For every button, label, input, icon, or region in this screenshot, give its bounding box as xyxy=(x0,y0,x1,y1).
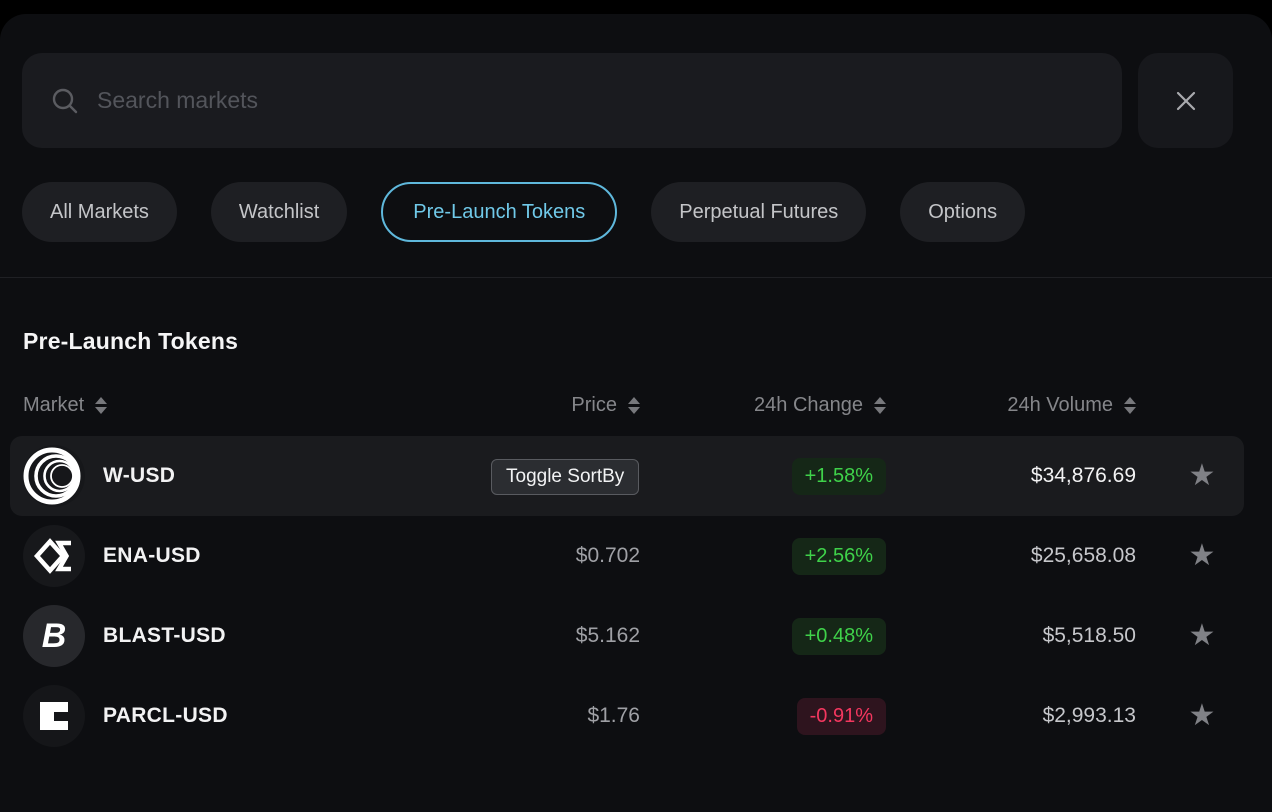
change-cell: +1.58% xyxy=(650,457,900,495)
page-title: Pre-Launch Tokens xyxy=(23,328,239,354)
price-cell: $5.162 xyxy=(575,624,640,647)
favorite-star-icon[interactable]: ★ xyxy=(1188,459,1216,492)
market-ticker: PARCL-USD xyxy=(103,704,228,727)
tab-pre-launch-tokens[interactable]: Pre-Launch Tokens xyxy=(381,182,618,242)
sort-arrows-icon xyxy=(95,396,108,414)
favorite-cell: ★ xyxy=(1160,541,1244,571)
change-cell: +0.48% xyxy=(650,617,900,655)
change-badge: +2.56% xyxy=(791,537,886,575)
search-bar[interactable] xyxy=(22,53,1122,148)
market-ticker: W-USD xyxy=(103,464,176,487)
change-cell: -0.91% xyxy=(650,697,900,735)
price-cell: $0.702 xyxy=(575,544,640,567)
sort-arrows-icon xyxy=(874,396,886,414)
close-button[interactable] xyxy=(1138,53,1233,148)
volume-cell: $2,993.13 xyxy=(1042,704,1136,727)
table-header: Market Price 24h Change 24h Volume xyxy=(23,386,1244,424)
favorite-star-icon[interactable]: ★ xyxy=(1188,539,1216,572)
volume-cell: $5,518.50 xyxy=(1042,624,1136,647)
search-and-filters-section: All Markets Watchlist Pre-Launch Tokens … xyxy=(0,14,1272,278)
column-label: Price xyxy=(571,393,617,416)
sort-arrows-icon xyxy=(628,396,640,414)
price-cell: $1.76 xyxy=(587,704,640,727)
column-label: 24h Volume xyxy=(1007,393,1113,416)
filter-tabs: All Markets Watchlist Pre-Launch Tokens … xyxy=(22,182,1250,242)
table-row-w-usd[interactable]: W-USD +1.58% $34,876.69 ★ Toggle SortBy xyxy=(10,436,1244,516)
column-label: Market xyxy=(23,393,85,416)
market-cell: B BLAST-USD xyxy=(23,605,490,667)
tab-all-markets[interactable]: All Markets xyxy=(22,182,177,242)
pre-launch-tokens-section: Pre-Launch Tokens Market Price 24h Chang… xyxy=(0,278,1272,756)
search-input[interactable] xyxy=(97,87,1094,114)
volume-cell: $25,658.08 xyxy=(1030,544,1136,567)
volume-cell: $34,876.69 xyxy=(1030,464,1136,487)
market-list: W-USD +1.58% $34,876.69 ★ Toggle SortBy xyxy=(0,436,1272,756)
blast-logo-icon: B xyxy=(23,605,85,667)
tab-perpetual-futures[interactable]: Perpetual Futures xyxy=(651,182,867,242)
market-cell: W-USD xyxy=(23,445,490,507)
sort-arrows-icon xyxy=(1124,396,1136,414)
parcl-logo-icon xyxy=(23,685,85,747)
tab-watchlist[interactable]: Watchlist xyxy=(210,182,348,242)
change-badge: -0.91% xyxy=(796,697,886,735)
table-row-parcl-usd[interactable]: PARCL-USD $1.76 -0.91% $2,993.13 ★ xyxy=(10,676,1244,756)
change-cell: +2.56% xyxy=(650,537,900,575)
favorite-star-icon[interactable]: ★ xyxy=(1188,619,1216,652)
column-header-price[interactable]: Price xyxy=(490,394,650,417)
favorite-cell: ★ xyxy=(1160,461,1244,491)
table-row-blast-usd[interactable]: B BLAST-USD $5.162 +0.48% $5,518.50 ★ xyxy=(10,596,1244,676)
market-ticker: BLAST-USD xyxy=(103,624,226,647)
column-header-24h-change[interactable]: 24h Change xyxy=(650,394,900,417)
column-header-market[interactable]: Market xyxy=(23,394,490,417)
change-badge: +1.58% xyxy=(791,457,886,495)
market-ticker: ENA-USD xyxy=(103,544,201,567)
column-header-24h-volume[interactable]: 24h Volume xyxy=(900,394,1160,417)
market-search-modal: All Markets Watchlist Pre-Launch Tokens … xyxy=(0,14,1272,812)
tab-options[interactable]: Options xyxy=(900,182,1026,242)
table-row-ena-usd[interactable]: ENA-USD $0.702 +2.56% $25,658.08 ★ xyxy=(10,516,1244,596)
ethena-logo-icon xyxy=(23,525,85,587)
close-icon xyxy=(1176,91,1195,110)
column-label: 24h Change xyxy=(754,393,863,416)
market-cell: PARCL-USD xyxy=(23,685,490,747)
toggle-sortby-tooltip: Toggle SortBy xyxy=(491,459,640,495)
market-cell: ENA-USD xyxy=(23,525,490,587)
favorite-cell: ★ xyxy=(1160,621,1244,651)
search-icon xyxy=(52,88,78,113)
favorite-star-icon[interactable]: ★ xyxy=(1188,699,1216,732)
change-badge: +0.48% xyxy=(791,617,886,655)
wormhole-logo-icon xyxy=(23,445,85,507)
favorite-cell: ★ xyxy=(1160,701,1244,731)
